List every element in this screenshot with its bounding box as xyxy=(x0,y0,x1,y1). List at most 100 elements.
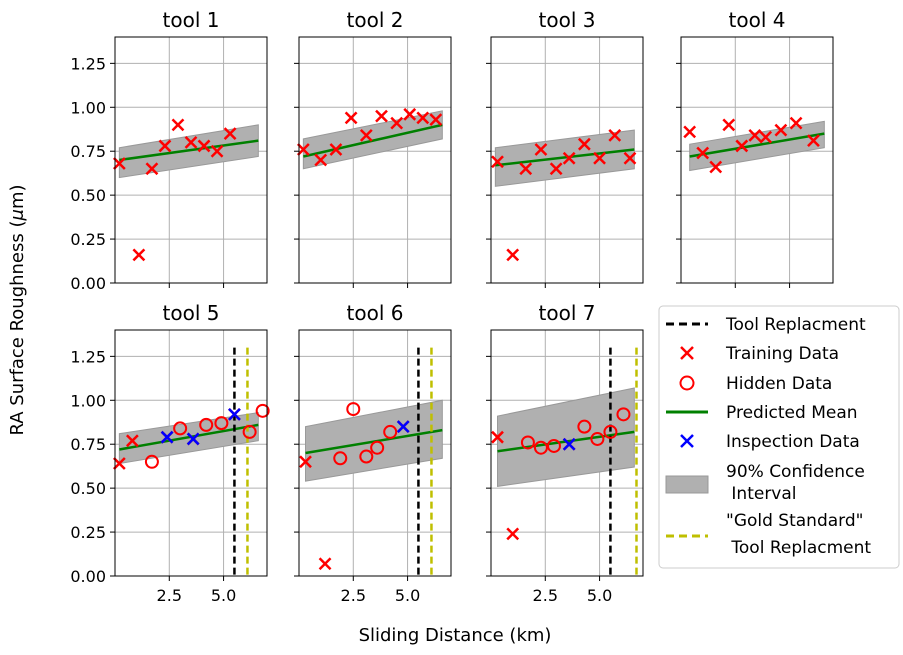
inspection-data-point xyxy=(186,432,200,446)
training-data-point xyxy=(429,113,443,126)
training-data-point-stroke xyxy=(608,129,622,142)
training-data-point xyxy=(344,111,358,125)
hidden-data-point xyxy=(546,438,561,453)
training-data-point-stroke xyxy=(683,125,697,139)
training-data-point-stroke xyxy=(506,248,520,262)
y-tick-label: 0.25 xyxy=(70,523,106,542)
panel-frame xyxy=(298,36,452,284)
hidden-data-point xyxy=(590,431,605,446)
inspection-data-point-stroke xyxy=(228,407,241,421)
y-tick-label: 0.00 xyxy=(70,274,106,293)
x-tick-label: 5.0 xyxy=(587,586,612,605)
training-data-point-stroke xyxy=(562,151,576,165)
training-data-point xyxy=(593,151,606,165)
training-data-point-stroke xyxy=(416,111,430,125)
training-data-point-stroke xyxy=(491,430,504,444)
training-data-point xyxy=(759,130,773,144)
training-data-point xyxy=(709,160,723,174)
panel-title: tool 7 xyxy=(539,301,596,325)
y-tick-label: 0.25 xyxy=(70,230,106,249)
legend-gold-label-2: Tool Replacment xyxy=(726,538,871,558)
y-tick-label: 0.50 xyxy=(70,479,106,498)
training-data-point xyxy=(748,129,762,142)
hidden-data-point xyxy=(577,419,592,434)
y-tick-label: 1.25 xyxy=(70,54,106,73)
training-data-point-stroke xyxy=(748,129,762,142)
legend-training-label: Training Data xyxy=(725,344,839,364)
training-data-point xyxy=(318,557,332,571)
legend-ci-label-2: Interval xyxy=(726,484,797,504)
series-group xyxy=(497,347,638,576)
series-group xyxy=(305,347,443,576)
x-axis-label: Sliding Distance (km) xyxy=(359,625,552,646)
training-data-point xyxy=(608,129,622,142)
panel-title: tool 5 xyxy=(163,301,220,325)
training-data-point-stroke xyxy=(774,123,788,137)
legend-gold-label-1: "Gold Standard" xyxy=(726,511,863,531)
training-data-point xyxy=(722,118,736,132)
y-axis-label-prefix: RA Surface Roughness ( xyxy=(7,220,28,435)
series-group xyxy=(689,120,825,172)
hidden-data-point xyxy=(333,451,348,466)
training-data-point-stroke xyxy=(296,143,310,156)
legend-hidden-marker xyxy=(679,375,695,391)
training-data-point-stroke xyxy=(112,457,126,470)
training-data-point-stroke xyxy=(429,113,443,126)
panels: 0.00 0.25 0.50 0.75 1.00 1.25 tool 1 tool 2 tool… xyxy=(70,8,834,605)
y-tick-label: 1.00 xyxy=(70,98,106,117)
training-data-point-stroke xyxy=(534,143,548,156)
series-group xyxy=(118,347,259,576)
legend-tool-replacement-label: Tool Replacment xyxy=(725,315,866,335)
legend-frame xyxy=(658,305,900,569)
inspection-data-point xyxy=(160,430,174,444)
inspection-data-point-stroke xyxy=(396,420,410,434)
training-data-point-stroke xyxy=(696,146,710,160)
training-data-point-stroke xyxy=(506,527,520,541)
hidden-data-point xyxy=(255,403,270,418)
training-data-point xyxy=(774,123,788,137)
training-data-point-stroke xyxy=(735,139,749,153)
panel-tool-6: 2.5 5.0 tool 6 xyxy=(294,301,452,605)
panel-frame xyxy=(490,329,644,577)
hidden-data-point xyxy=(242,424,257,439)
training-data-point-stroke xyxy=(807,134,820,148)
training-data-point xyxy=(416,111,430,125)
training-data-point xyxy=(132,248,146,262)
training-data-point-stroke xyxy=(623,151,637,165)
y-tick-label: 1.25 xyxy=(70,347,106,366)
training-data-point xyxy=(562,151,576,165)
x-tick-label: 2.5 xyxy=(341,586,366,605)
training-data-point xyxy=(403,107,417,121)
hidden-data-point xyxy=(383,424,398,439)
training-data-point xyxy=(735,139,749,153)
training-data-point-stroke xyxy=(145,162,159,176)
training-data-point xyxy=(506,248,520,262)
training-data-point-stroke xyxy=(344,111,358,125)
series-group xyxy=(494,129,635,187)
training-data-point-stroke xyxy=(709,160,723,174)
predicted-mean-line xyxy=(303,123,443,158)
training-data-point xyxy=(197,139,211,153)
training-data-point-stroke xyxy=(789,116,803,130)
hidden-data-point xyxy=(370,440,385,455)
predicted-mean-line xyxy=(119,139,259,162)
predicted-mean-line xyxy=(689,132,825,158)
training-data-point xyxy=(329,143,343,156)
y-tick-label: 0.75 xyxy=(70,142,106,161)
inspection-data-point xyxy=(396,420,410,434)
training-data-point-stroke xyxy=(197,139,211,153)
training-data-point xyxy=(112,457,126,470)
training-data-point xyxy=(623,151,637,165)
predicted-mean-line xyxy=(495,148,635,167)
training-data-point xyxy=(210,144,224,158)
training-data-point-stroke xyxy=(329,143,343,156)
confidence-band xyxy=(497,387,635,487)
training-data-point-stroke xyxy=(403,107,417,121)
y-tick-label: 0.00 xyxy=(70,567,106,586)
training-data-point xyxy=(506,527,520,541)
training-data-point xyxy=(125,434,139,448)
training-data-point xyxy=(519,162,533,176)
hidden-data-point xyxy=(359,449,374,464)
y-tick-label: 1.00 xyxy=(70,391,106,410)
